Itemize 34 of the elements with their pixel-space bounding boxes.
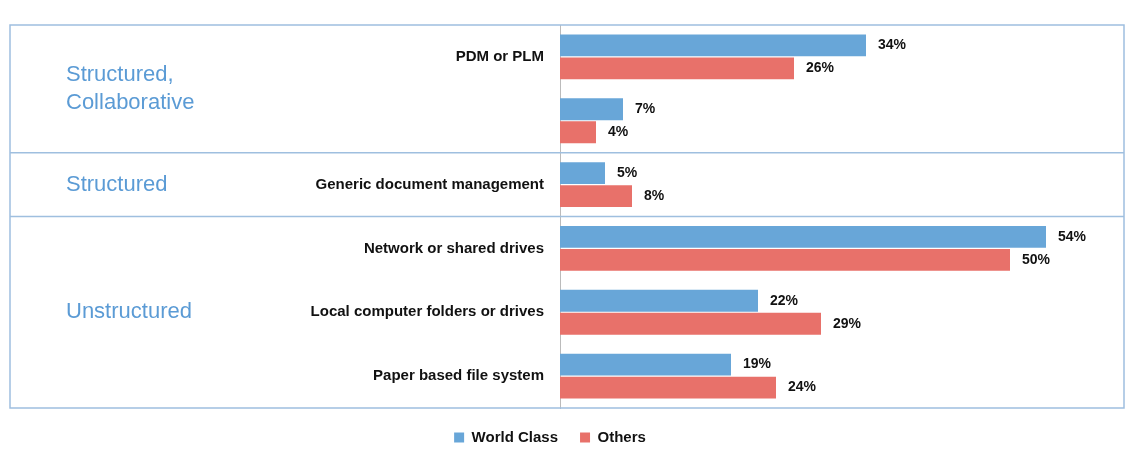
text: Structured, Collaborative xyxy=(66,60,195,114)
bar xyxy=(560,312,821,335)
bar xyxy=(560,162,605,185)
bar xyxy=(560,185,632,207)
data-label: 8% xyxy=(644,186,665,203)
data-label: 7% xyxy=(635,100,656,117)
legend-label: World Class xyxy=(471,427,559,445)
bar xyxy=(560,289,758,312)
y-tick-label: Local computer folders or drives xyxy=(310,302,544,320)
y-tick-label: Paper based file system xyxy=(373,366,544,384)
bar xyxy=(560,353,731,376)
data-label: 22% xyxy=(770,291,799,308)
text: Unstructured xyxy=(66,298,192,324)
data-label: 4% xyxy=(608,123,629,140)
bar xyxy=(560,57,794,80)
bar xyxy=(560,376,776,399)
data-label: 26% xyxy=(806,59,835,76)
bar xyxy=(560,121,596,144)
data-label: 29% xyxy=(833,314,862,331)
data-label: 5% xyxy=(617,163,638,180)
data-label: 19% xyxy=(743,355,772,372)
text: Structured xyxy=(66,170,168,196)
bar xyxy=(560,34,866,57)
y-tick-label: PDM or PLM xyxy=(455,47,544,65)
data-label: 54% xyxy=(1058,227,1087,244)
bar xyxy=(560,98,623,121)
bar xyxy=(560,226,1046,248)
data-label: 34% xyxy=(878,36,907,53)
bar xyxy=(560,248,1010,271)
data-label: 50% xyxy=(1022,250,1051,267)
y-tick-label: Network or shared drives xyxy=(363,238,544,256)
data-label: 24% xyxy=(788,378,817,395)
legend-label: Others xyxy=(597,427,646,445)
y-tick-label: Generic document management xyxy=(315,174,544,192)
